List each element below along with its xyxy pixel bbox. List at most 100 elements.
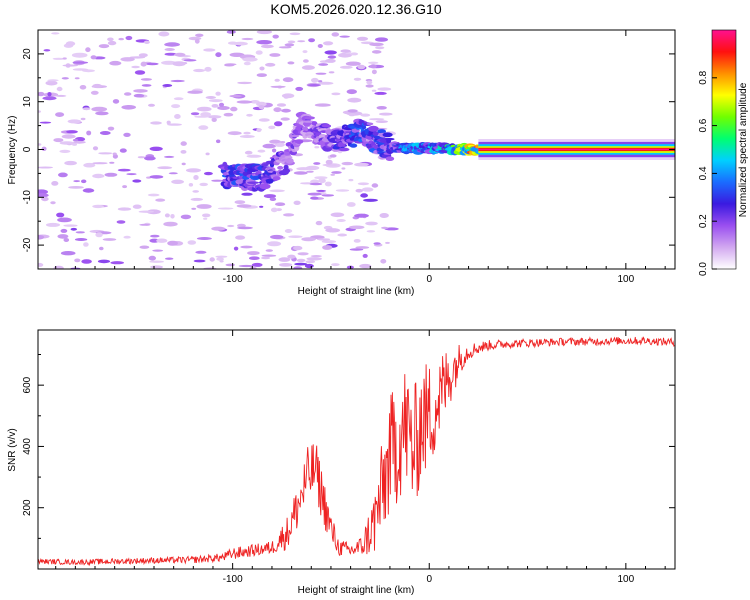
spectrogram-noise-blob	[180, 141, 187, 146]
spectrogram-ridge-blob	[368, 125, 379, 132]
spectrogram-noise-blob	[234, 200, 246, 205]
spectrogram-noise-blob	[360, 113, 371, 117]
spectrogram-noise-blob	[82, 107, 91, 111]
spectrogram-noise-blob	[74, 238, 88, 241]
spectrogram-noise-blob	[356, 36, 369, 41]
spectrogram-noise-blob	[275, 202, 286, 206]
spectrogram-noise-blob	[86, 130, 92, 136]
spectrogram-noise-blob	[294, 262, 308, 266]
spectrogram-noise-blob	[41, 146, 47, 151]
spectrogram-noise-blob	[171, 104, 181, 109]
spectrogram-noise-blob	[50, 201, 56, 205]
spectrogram-noise-blob	[278, 257, 291, 262]
spectrogram-noise-blob	[150, 234, 160, 238]
spectrogram-noise-blob	[148, 103, 155, 107]
spectrogram-noise-blob	[314, 146, 320, 149]
spectrogram-noise-blob	[43, 49, 51, 52]
spectrogram-noise-blob	[144, 156, 156, 161]
spectrogram-noise-blob	[295, 86, 304, 91]
spectrogram-noise-blob	[316, 189, 327, 192]
spectrogram-noise-blob	[339, 35, 351, 38]
spectrogram-noise-blob	[38, 166, 53, 169]
colorbar-tick-label: 0.6	[698, 118, 709, 132]
spectrogram-noise-blob	[202, 213, 211, 218]
spectrogram-noise-blob	[256, 73, 267, 77]
spectrogram-noise-blob	[211, 179, 224, 182]
spectrogram-noise-blob	[155, 198, 166, 202]
spectrogram-ridge-blob	[338, 147, 350, 152]
spectrogram-noise-blob	[148, 255, 156, 261]
spectrogram-noise-blob	[149, 146, 163, 151]
spectrogram-noise-blob	[369, 64, 377, 69]
spectrogram-noise-blob	[200, 112, 212, 117]
spectrogram-noise-blob	[67, 119, 82, 124]
spectrogram-noise-blob	[171, 179, 185, 184]
spectrogram-noise-blob	[336, 219, 346, 222]
spectrogram-noise-blob	[194, 38, 200, 44]
spectrogram-ridge-blob	[259, 183, 271, 190]
spectrogram-noise-blob	[258, 105, 265, 110]
spectrogram-noise-blob	[256, 128, 262, 133]
snr-series-line	[38, 336, 675, 567]
spectrogram-noise-blob	[297, 40, 306, 43]
spectrogram-noise-blob	[365, 221, 378, 226]
spectrogram-noise-blob	[98, 152, 113, 155]
spectrogram-noise-blob	[353, 77, 362, 81]
spectrogram-noise-blob	[123, 235, 131, 239]
snr-frame	[37, 329, 676, 570]
spectrogram-noise-blob	[328, 71, 335, 74]
spectrogram-noise-blob	[268, 125, 276, 130]
spectrogram-noise-blob	[156, 238, 168, 243]
spectrogram-noise-blob	[274, 142, 285, 147]
spectrogram-noise-blob	[147, 193, 160, 197]
spectrogram-noise-blob	[38, 262, 44, 267]
spectrogram-noise-blob	[267, 241, 282, 247]
spectrogram-noise-blob	[274, 121, 283, 127]
spectrogram-noise-blob	[132, 179, 142, 183]
spectrogram-noise-blob	[52, 57, 65, 60]
snr-x-tick-label: 100	[618, 574, 635, 585]
spectrogram-noise-blob	[355, 246, 370, 249]
spectrogram-noise-blob	[150, 265, 163, 269]
spectrogram-noise-blob	[226, 30, 236, 34]
spectrogram-noise-blob	[322, 245, 333, 250]
spectrogram-noise-blob	[92, 204, 104, 209]
spectrogram-noise-blob	[307, 84, 322, 87]
spectrogram-noise-blob	[95, 111, 109, 116]
spectrogram-x-tick-label: 100	[618, 274, 635, 285]
spectrogram-noise-blob	[72, 68, 89, 71]
spectrogram-y-tick-label: -20	[22, 237, 33, 252]
spectrogram-noise-blob	[237, 223, 246, 228]
spectrogram-noise-blob	[58, 172, 68, 178]
spectrogram-noise-blob	[227, 41, 238, 45]
spectrogram-noise-blob	[318, 80, 323, 83]
spectrogram-ridge-blob	[247, 181, 260, 184]
spectrogram-noise-blob	[371, 50, 382, 54]
spectrogram-noise-blob	[133, 93, 145, 98]
spectrogram-noise-blob	[215, 255, 228, 258]
spectrogram-noise-blob	[337, 233, 348, 237]
spectrogram-noise-blob	[112, 99, 120, 104]
spectrogram-noise-blob	[374, 91, 387, 95]
spectrogram-noise-blob	[55, 94, 67, 97]
spectrogram-noise-blob	[117, 207, 132, 211]
spectrogram-noise-blob	[309, 182, 323, 186]
spectrogram-noise-blob	[371, 183, 379, 188]
spectrogram-noise-blob	[38, 193, 49, 198]
spectrogram-noise-blob	[99, 246, 104, 251]
spectrogram-noise-blob	[205, 96, 216, 99]
spectrogram-noise-blob	[99, 131, 111, 135]
spectrogram-noise-blob	[257, 149, 266, 153]
spectrogram-noise-blob	[314, 103, 331, 107]
spectrogram-noise-blob	[72, 61, 89, 64]
spectrogram-y-ticks: -20 -10 0 10 20	[22, 29, 675, 270]
spectrogram-noise-blob	[140, 78, 152, 81]
spectrogram-noise-blob	[140, 61, 147, 67]
spectrogram-noise-blob	[359, 263, 372, 269]
spectrogram-noise-blob	[146, 62, 159, 66]
spectrogram-noise-blob	[90, 55, 97, 60]
spectrogram-noise-blob	[149, 260, 165, 263]
spectrogram-noise-blob	[71, 52, 88, 58]
spectrogram-noise-blob	[139, 223, 151, 226]
spectrogram-noise-blob	[270, 234, 284, 240]
